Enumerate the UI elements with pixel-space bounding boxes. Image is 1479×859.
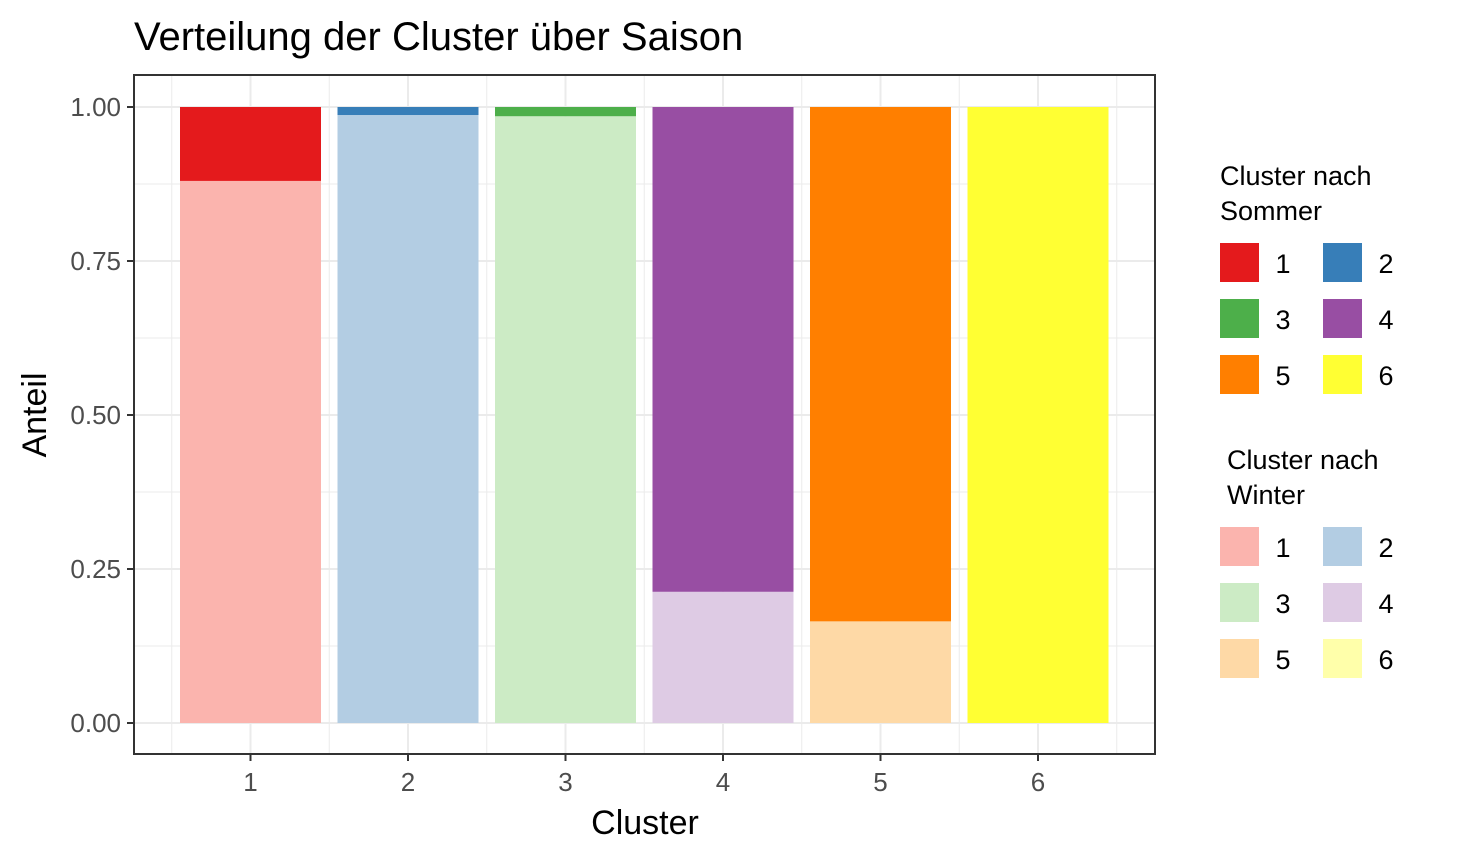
legend-key	[1220, 355, 1259, 394]
y-axis-title: Anteil	[16, 372, 54, 457]
x-tick-label: 1	[243, 767, 257, 797]
y-tick-label: 1.00	[70, 92, 121, 122]
legend-key	[1323, 639, 1362, 678]
legend-title: Sommer	[1220, 196, 1322, 226]
bar-segment-sommer-cluster-6	[967, 107, 1109, 723]
axes: 0.00 0.25 0.50 0.75 1.00 1 2 3 4 5 6	[70, 92, 1045, 797]
y-tick-label: 0.00	[70, 708, 121, 738]
y-tick-label: 0.50	[70, 400, 121, 430]
legend-label: 2	[1378, 249, 1393, 279]
legend-sommer: Cluster nach Sommer 1 2 3 4 5 6	[1220, 161, 1394, 394]
legend-title: Winter	[1227, 480, 1305, 510]
legend-label: 5	[1275, 361, 1290, 391]
legend-label: 2	[1378, 533, 1393, 563]
legend-key	[1220, 243, 1259, 282]
legend-label: 3	[1275, 305, 1290, 335]
legend-label: 1	[1275, 533, 1290, 563]
x-tick-label: 2	[401, 767, 415, 797]
legend-label: 3	[1275, 589, 1290, 619]
legend-title: Cluster nach	[1220, 161, 1372, 191]
legend-title: Cluster nach	[1227, 445, 1379, 475]
y-tick-label: 0.75	[70, 246, 121, 276]
x-tick-label: 6	[1031, 767, 1045, 797]
legend-key	[1323, 527, 1362, 566]
bar-segment-sommer-cluster-4	[652, 107, 794, 592]
legend-label: 5	[1275, 645, 1290, 675]
bar-segment-sommer-cluster-5	[810, 107, 951, 622]
legend-key	[1220, 299, 1259, 338]
legend-key	[1323, 355, 1362, 394]
legend-label: 4	[1378, 589, 1393, 619]
x-tick-label: 4	[716, 767, 730, 797]
legend-label: 6	[1378, 361, 1393, 391]
chart-title: Verteilung der Cluster über Saison	[134, 15, 743, 59]
bar-segment-winter-cluster-4	[652, 591, 794, 723]
bar-segment-sommer-cluster-3	[495, 107, 636, 117]
bars	[180, 107, 1109, 724]
legend-key	[1220, 639, 1259, 678]
bar-segment-winter-cluster-2	[337, 115, 479, 724]
bar-segment-winter-cluster-1	[180, 180, 321, 724]
bar-segment-winter-cluster-5	[810, 621, 951, 723]
y-tick-label: 0.25	[70, 554, 121, 584]
legends: Cluster nach Sommer 1 2 3 4 5 6 Cluster nach Wint…	[1220, 161, 1394, 678]
bar-segment-winter-cluster-3	[495, 116, 636, 724]
legend-key	[1220, 583, 1259, 622]
x-tick-label: 5	[873, 767, 887, 797]
bar-segment-sommer-cluster-1	[180, 107, 321, 181]
legend-key	[1323, 299, 1362, 338]
legend-label: 6	[1378, 645, 1393, 675]
legend-label: 4	[1378, 305, 1393, 335]
x-axis-title: Cluster	[591, 804, 699, 842]
legend-winter: Cluster nach Winter 1 2 3 4 5 6	[1220, 445, 1394, 678]
legend-key	[1323, 583, 1362, 622]
legend-label: 1	[1275, 249, 1290, 279]
x-tick-label: 3	[558, 767, 572, 797]
legend-key	[1220, 527, 1259, 566]
bar-segment-sommer-cluster-2	[337, 107, 479, 116]
legend-key	[1323, 243, 1362, 282]
